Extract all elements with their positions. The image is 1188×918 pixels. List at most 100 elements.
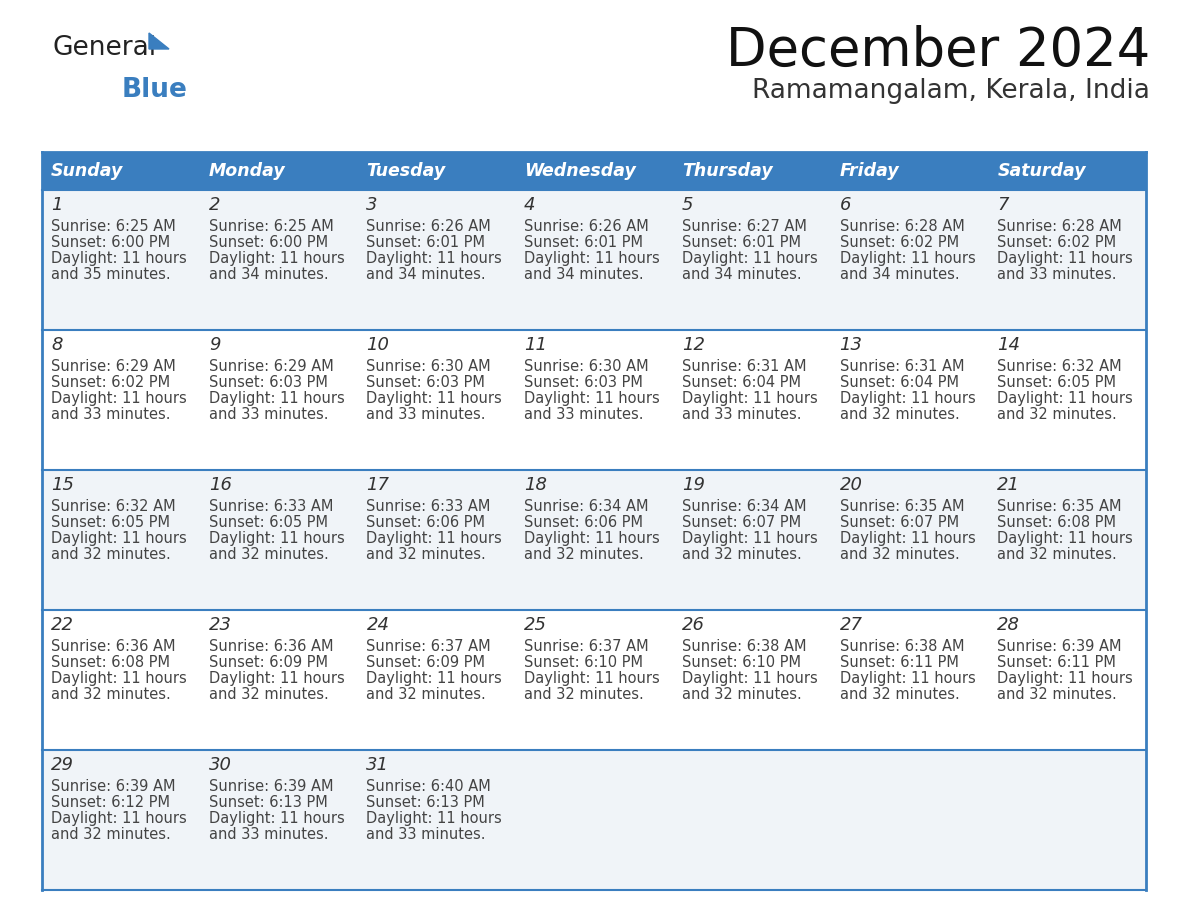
Text: Daylight: 11 hours: Daylight: 11 hours (209, 671, 345, 686)
Text: 24: 24 (366, 616, 390, 634)
Text: 23: 23 (209, 616, 232, 634)
Text: 30: 30 (209, 756, 232, 774)
Text: Sunset: 6:01 PM: Sunset: 6:01 PM (524, 235, 643, 250)
Text: December 2024: December 2024 (726, 25, 1150, 77)
Text: Sunrise: 6:29 AM: Sunrise: 6:29 AM (51, 359, 176, 374)
Text: Sunrise: 6:28 AM: Sunrise: 6:28 AM (997, 219, 1121, 234)
Text: 18: 18 (524, 476, 548, 494)
Text: and 32 minutes.: and 32 minutes. (524, 687, 644, 702)
Text: 2: 2 (209, 196, 220, 214)
Text: 26: 26 (682, 616, 704, 634)
Text: Sunset: 6:00 PM: Sunset: 6:00 PM (209, 235, 328, 250)
Text: and 35 minutes.: and 35 minutes. (51, 267, 171, 282)
Text: Sunset: 6:07 PM: Sunset: 6:07 PM (682, 515, 801, 530)
Text: Sunset: 6:08 PM: Sunset: 6:08 PM (997, 515, 1117, 530)
Text: Tuesday: Tuesday (366, 162, 446, 180)
Text: and 33 minutes.: and 33 minutes. (366, 827, 486, 842)
Text: Sunrise: 6:32 AM: Sunrise: 6:32 AM (51, 499, 176, 514)
Text: Daylight: 11 hours: Daylight: 11 hours (840, 391, 975, 406)
Text: and 32 minutes.: and 32 minutes. (682, 687, 802, 702)
Text: Daylight: 11 hours: Daylight: 11 hours (840, 531, 975, 546)
Text: Sunset: 6:02 PM: Sunset: 6:02 PM (51, 375, 170, 390)
Text: Sunset: 6:02 PM: Sunset: 6:02 PM (840, 235, 959, 250)
Text: Sunrise: 6:32 AM: Sunrise: 6:32 AM (997, 359, 1121, 374)
Text: 14: 14 (997, 336, 1020, 354)
Text: and 32 minutes.: and 32 minutes. (51, 827, 171, 842)
Text: Sunset: 6:03 PM: Sunset: 6:03 PM (366, 375, 486, 390)
Text: Sunset: 6:01 PM: Sunset: 6:01 PM (366, 235, 486, 250)
Text: and 32 minutes.: and 32 minutes. (209, 687, 328, 702)
Text: Sunrise: 6:25 AM: Sunrise: 6:25 AM (209, 219, 334, 234)
Text: Sunset: 6:04 PM: Sunset: 6:04 PM (840, 375, 959, 390)
Text: Daylight: 11 hours: Daylight: 11 hours (840, 671, 975, 686)
Text: Sunset: 6:09 PM: Sunset: 6:09 PM (366, 655, 486, 670)
Text: Sunset: 6:10 PM: Sunset: 6:10 PM (682, 655, 801, 670)
Text: and 34 minutes.: and 34 minutes. (840, 267, 959, 282)
Text: Sunrise: 6:29 AM: Sunrise: 6:29 AM (209, 359, 334, 374)
Text: Sunset: 6:06 PM: Sunset: 6:06 PM (524, 515, 643, 530)
Text: Daylight: 11 hours: Daylight: 11 hours (209, 251, 345, 266)
Text: Sunset: 6:03 PM: Sunset: 6:03 PM (209, 375, 328, 390)
Text: Sunset: 6:12 PM: Sunset: 6:12 PM (51, 795, 170, 810)
Text: Daylight: 11 hours: Daylight: 11 hours (997, 671, 1133, 686)
Text: Daylight: 11 hours: Daylight: 11 hours (51, 251, 187, 266)
Text: Sunrise: 6:31 AM: Sunrise: 6:31 AM (682, 359, 807, 374)
Text: Daylight: 11 hours: Daylight: 11 hours (997, 531, 1133, 546)
Text: 22: 22 (51, 616, 74, 634)
Text: Sunrise: 6:36 AM: Sunrise: 6:36 AM (209, 639, 333, 654)
Text: Daylight: 11 hours: Daylight: 11 hours (366, 251, 503, 266)
Text: Sunset: 6:05 PM: Sunset: 6:05 PM (51, 515, 170, 530)
Text: Daylight: 11 hours: Daylight: 11 hours (366, 391, 503, 406)
Text: Sunset: 6:06 PM: Sunset: 6:06 PM (366, 515, 486, 530)
Text: Daylight: 11 hours: Daylight: 11 hours (366, 531, 503, 546)
Text: Sunset: 6:04 PM: Sunset: 6:04 PM (682, 375, 801, 390)
Text: Sunset: 6:03 PM: Sunset: 6:03 PM (524, 375, 643, 390)
Text: Sunrise: 6:40 AM: Sunrise: 6:40 AM (366, 779, 491, 794)
Bar (42, 750, 1146, 890)
Text: and 32 minutes.: and 32 minutes. (682, 547, 802, 562)
Text: 28: 28 (997, 616, 1020, 634)
Text: and 33 minutes.: and 33 minutes. (209, 827, 328, 842)
Text: and 33 minutes.: and 33 minutes. (209, 407, 328, 422)
Text: Sunrise: 6:33 AM: Sunrise: 6:33 AM (366, 499, 491, 514)
Text: Blue: Blue (122, 77, 188, 103)
Text: 15: 15 (51, 476, 74, 494)
Text: Sunrise: 6:35 AM: Sunrise: 6:35 AM (840, 499, 965, 514)
Polygon shape (148, 33, 169, 49)
Text: 7: 7 (997, 196, 1009, 214)
Text: Sunrise: 6:39 AM: Sunrise: 6:39 AM (51, 779, 176, 794)
Text: 1: 1 (51, 196, 63, 214)
Text: Daylight: 11 hours: Daylight: 11 hours (209, 391, 345, 406)
Text: Sunrise: 6:25 AM: Sunrise: 6:25 AM (51, 219, 176, 234)
Text: Daylight: 11 hours: Daylight: 11 hours (51, 671, 187, 686)
Bar (988, 152, 1146, 190)
Bar (42, 470, 1146, 610)
Text: 21: 21 (997, 476, 1020, 494)
Text: Sunrise: 6:38 AM: Sunrise: 6:38 AM (840, 639, 965, 654)
Text: Sunrise: 6:27 AM: Sunrise: 6:27 AM (682, 219, 807, 234)
Text: Daylight: 11 hours: Daylight: 11 hours (524, 671, 659, 686)
Bar (516, 152, 672, 190)
Text: Sunrise: 6:34 AM: Sunrise: 6:34 AM (682, 499, 807, 514)
Bar (42, 330, 1146, 470)
Text: and 34 minutes.: and 34 minutes. (682, 267, 802, 282)
Text: and 33 minutes.: and 33 minutes. (997, 267, 1117, 282)
Text: 10: 10 (366, 336, 390, 354)
Text: 3: 3 (366, 196, 378, 214)
Text: Sunset: 6:05 PM: Sunset: 6:05 PM (209, 515, 328, 530)
Text: 8: 8 (51, 336, 63, 354)
Text: Monday: Monday (209, 162, 285, 180)
Text: 16: 16 (209, 476, 232, 494)
Text: Sunday: Sunday (51, 162, 124, 180)
Text: 4: 4 (524, 196, 536, 214)
Text: and 33 minutes.: and 33 minutes. (524, 407, 644, 422)
Text: Daylight: 11 hours: Daylight: 11 hours (209, 531, 345, 546)
Bar (42, 152, 200, 190)
Text: Daylight: 11 hours: Daylight: 11 hours (366, 811, 503, 826)
Text: Daylight: 11 hours: Daylight: 11 hours (366, 671, 503, 686)
Text: Sunrise: 6:31 AM: Sunrise: 6:31 AM (840, 359, 965, 374)
Text: Daylight: 11 hours: Daylight: 11 hours (682, 251, 817, 266)
Text: 11: 11 (524, 336, 548, 354)
Text: Ramamangalam, Kerala, India: Ramamangalam, Kerala, India (752, 78, 1150, 104)
Text: Daylight: 11 hours: Daylight: 11 hours (524, 251, 659, 266)
